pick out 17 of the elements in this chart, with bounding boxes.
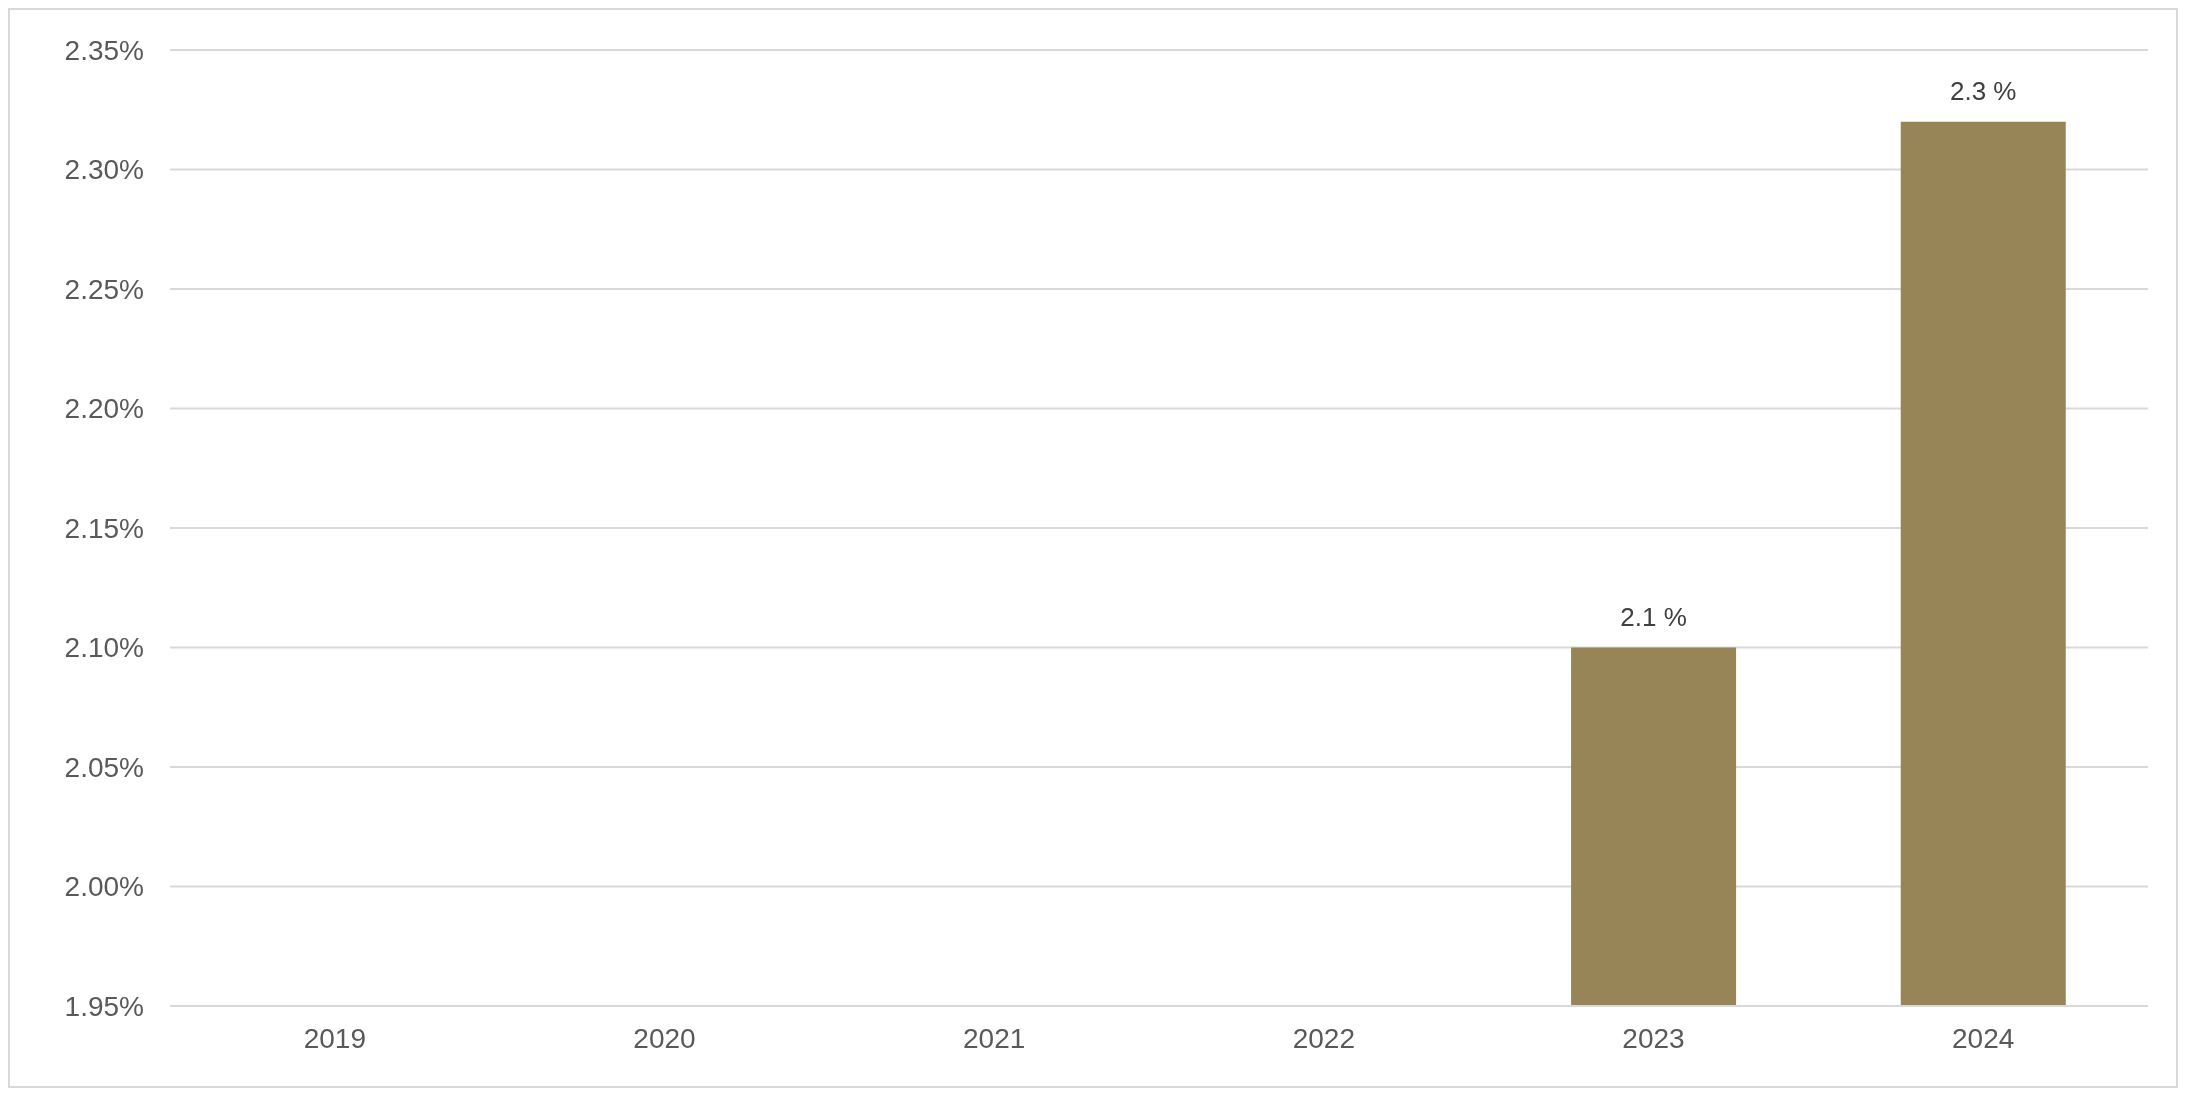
x-tick-label: 2020 [633, 1022, 696, 1054]
x-tick-label: 2021 [963, 1022, 1026, 1054]
y-tick-label: 1.95% [64, 990, 144, 1022]
x-tick-label: 2019 [303, 1022, 366, 1054]
y-tick-label: 2.05% [64, 751, 144, 783]
y-tick-label: 2.35% [64, 34, 144, 66]
x-tick-label: 2022 [1292, 1022, 1355, 1054]
y-tick-label: 2.30% [64, 154, 144, 186]
data-label: 2.3 % [1950, 75, 2017, 106]
x-tick-label: 2023 [1622, 1022, 1685, 1054]
y-tick-label: 2.00% [64, 871, 144, 903]
data-label: 2.1 % [1620, 601, 1687, 632]
y-tick-label: 2.25% [64, 273, 144, 305]
y-tick-label: 2.10% [64, 632, 144, 664]
y-tick-label: 2.15% [64, 512, 144, 544]
x-tick-label: 2024 [1952, 1022, 2015, 1054]
y-tick-label: 2.20% [64, 393, 144, 425]
